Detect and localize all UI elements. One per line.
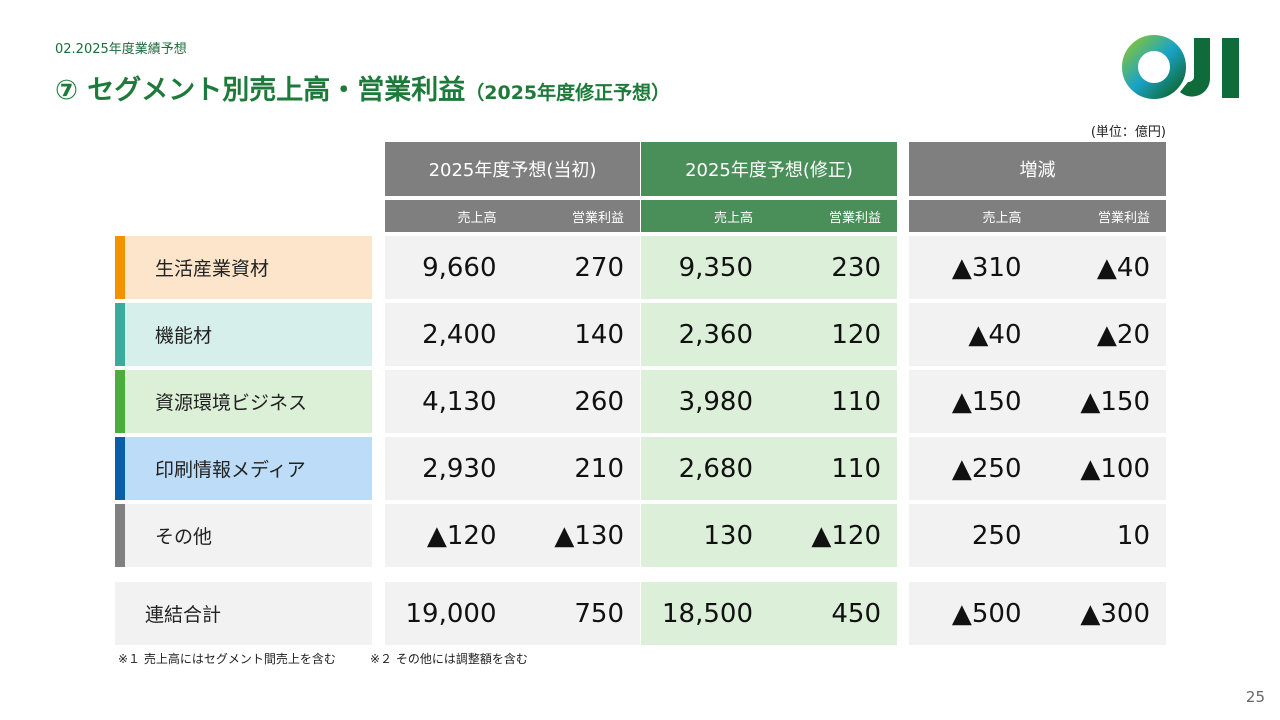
table-cell: 120	[769, 303, 897, 366]
table-cell: 2,360	[641, 303, 769, 366]
table-cell: ▲40	[909, 303, 1038, 366]
unit-note: (単位：億円)	[1090, 125, 1166, 140]
sub-header: 営業利益	[512, 200, 640, 232]
title-main: ⑦ セグメント別売上高・営業利益	[55, 75, 466, 106]
segment-color-bar	[115, 303, 125, 366]
table-cell: ▲120	[385, 504, 513, 567]
row-label: 連結合計	[115, 582, 372, 645]
footnote: ※１ 売上高にはセグメント間売上を含む	[118, 652, 336, 666]
table-cell: 140	[512, 303, 640, 366]
table-cell: 3,980	[641, 370, 769, 433]
table-cell: 270	[512, 236, 640, 299]
row-label: 生活産業資材	[125, 236, 372, 299]
table-cell: 450	[769, 582, 897, 645]
group-header: 2025年度予想(修正)	[641, 142, 897, 196]
sub-header: 売上高	[641, 200, 769, 232]
row-label: 資源環境ビジネス	[125, 370, 372, 433]
row-label: 機能材	[125, 303, 372, 366]
segment-color-bar	[115, 370, 125, 433]
footnote: ※２ その他には調整額を含む	[370, 652, 528, 666]
table-cell: ▲40	[1037, 236, 1166, 299]
table-cell: 2,400	[385, 303, 513, 366]
table-cell: 750	[512, 582, 640, 645]
row-label: その他	[125, 504, 372, 567]
table-cell: 250	[909, 504, 1038, 567]
group-header: 2025年度予想(当初)	[385, 142, 640, 196]
table-cell: 9,660	[385, 236, 513, 299]
table-cell: 110	[769, 437, 897, 500]
table-cell: ▲150	[1037, 370, 1166, 433]
table-cell: ▲150	[909, 370, 1038, 433]
table-cell: ▲20	[1037, 303, 1166, 366]
table-cell: ▲250	[909, 437, 1038, 500]
segment-color-bar	[115, 236, 125, 299]
segment-color-bar	[115, 437, 125, 500]
logo	[1122, 35, 1239, 99]
table-cell: ▲120	[769, 504, 897, 567]
table-cell: 260	[512, 370, 640, 433]
table-cell: 110	[769, 370, 897, 433]
table-cell: 9,350	[641, 236, 769, 299]
slide-title: ⑦ セグメント別売上高・営業利益（2025年度修正予想）	[55, 68, 670, 107]
title-sub: （2025年度修正予想）	[465, 82, 671, 104]
table-cell: 130	[641, 504, 769, 567]
table-cell: ▲130	[512, 504, 640, 567]
table-cell: 4,130	[385, 370, 513, 433]
table-cell: 2,680	[641, 437, 769, 500]
sub-header: 営業利益	[1037, 200, 1166, 232]
table-cell: 18,500	[641, 582, 769, 645]
group-header: 増減	[909, 142, 1166, 196]
sub-header: 売上高	[385, 200, 513, 232]
segment-color-bar	[115, 504, 125, 567]
page-number: 25	[1245, 688, 1265, 706]
sub-header: 営業利益	[769, 200, 897, 232]
table-cell: 19,000	[385, 582, 513, 645]
table-cell: ▲100	[1037, 437, 1166, 500]
breadcrumb: 02.2025年度業績予想	[55, 42, 187, 57]
table-cell: 10	[1037, 504, 1166, 567]
table-cell: ▲500	[909, 582, 1038, 645]
row-label: 印刷情報メディア	[125, 437, 372, 500]
table-cell: 210	[512, 437, 640, 500]
sub-header: 売上高	[909, 200, 1038, 232]
table-cell: 2,930	[385, 437, 513, 500]
table-cell: ▲310	[909, 236, 1038, 299]
table-cell: ▲300	[1037, 582, 1166, 645]
table-cell: 230	[769, 236, 897, 299]
